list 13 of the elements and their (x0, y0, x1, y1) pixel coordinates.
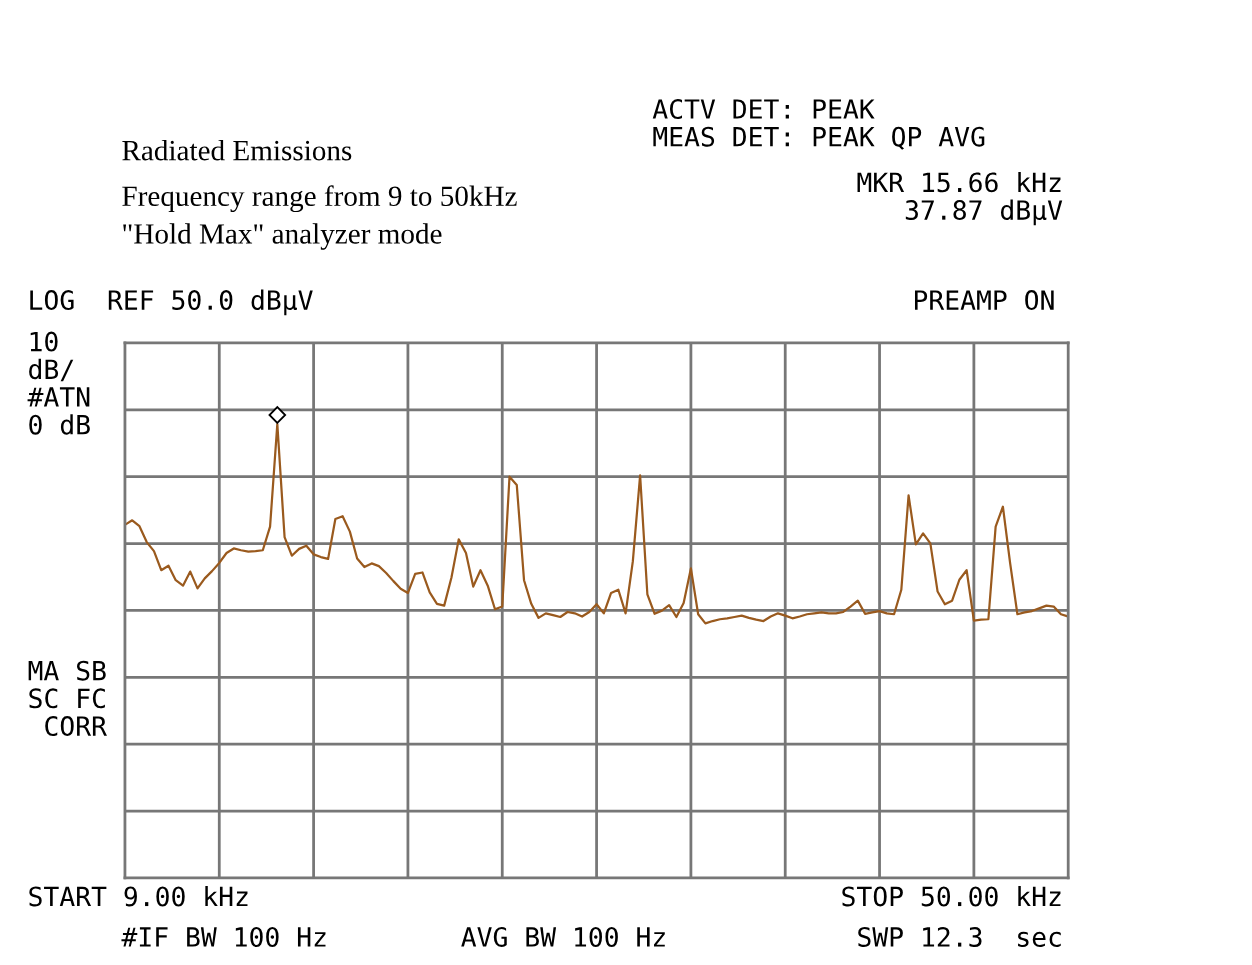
text: START 9.00 kHz (29, 886, 248, 907)
text: LOG REF 50.0 dBµV (30, 289, 313, 316)
text: #IF BW 100 Hz (121, 927, 326, 947)
text: STOP 50.00 kHz (842, 886, 1061, 907)
chart-subtitle: Frequency range from 9 to 50kHz "Hold Max" analyzer mode (122, 185, 517, 250)
text: 10 dB/ #ATN 0 dB (27, 331, 90, 435)
text: ACTV DET: PEAK MEAS DET: PEAK QP AVG (652, 99, 985, 150)
text: SWP 12.3 sec (858, 927, 1061, 947)
text: MA SB SC FC CORR (28, 660, 107, 737)
text: PREAMP ON (914, 290, 1054, 311)
text: AVG BW 100 Hz (461, 927, 665, 947)
chart-title: Radiated Emissions (122, 139, 352, 161)
text: MKR 15.66 kHz 37.87 dBµV (857, 171, 1063, 226)
